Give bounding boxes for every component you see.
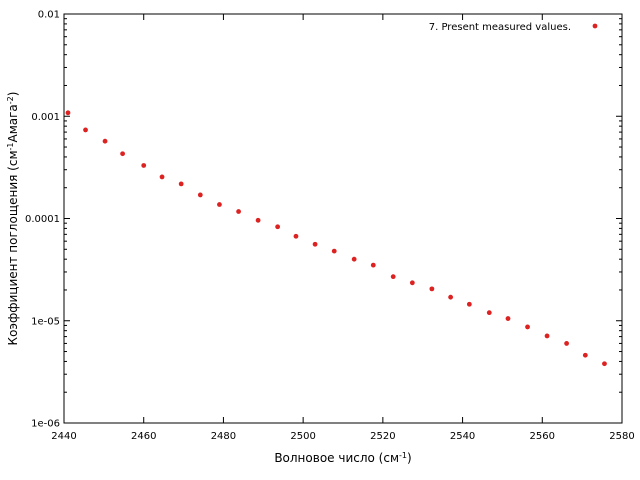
- y-axis-label-sup-1: -1: [6, 143, 15, 151]
- y-axis-label-sup-2: -2: [6, 96, 15, 104]
- data-point: [65, 110, 71, 116]
- axis-ticks: [63, 13, 623, 424]
- x-axis-label-sup: -1: [399, 451, 407, 460]
- tick-labels: 2440 2460 2480 2500 2520 2540 2560 2580 0.01 0.00…: [25, 10, 635, 443]
- data-point: [564, 341, 569, 346]
- data-point: [448, 294, 454, 300]
- legend-entry-marker: [592, 23, 598, 29]
- data-point: [331, 248, 337, 254]
- data-point: [544, 333, 550, 339]
- x-axis-label: Волновое число (см-1): [274, 451, 411, 466]
- data-point: [178, 181, 184, 187]
- data-point: [275, 224, 281, 230]
- data-point: [370, 262, 376, 268]
- data-point: [255, 217, 261, 223]
- data-point: [83, 127, 88, 133]
- data-point: [197, 192, 203, 198]
- data-points: [65, 110, 607, 367]
- x-tick-label: 2480: [211, 431, 236, 442]
- data-point: [390, 274, 396, 280]
- data-point: [102, 138, 108, 144]
- data-point: [525, 324, 530, 330]
- x-tick-label: 2500: [290, 431, 315, 442]
- data-point: [293, 233, 299, 239]
- x-tick-label: 2540: [450, 431, 475, 442]
- y-tick-label: 0.001: [31, 112, 60, 123]
- y-axis-label-part-2: Амага: [6, 104, 20, 142]
- data-point: [466, 301, 472, 307]
- data-point: [312, 241, 318, 247]
- legend: 7. Present measured values.: [429, 22, 598, 33]
- y-tick-label: 0.01: [38, 10, 60, 21]
- data-point: [217, 202, 222, 207]
- data-point: [351, 256, 357, 262]
- y-axis-label-part-3: ): [6, 92, 20, 97]
- data-point: [602, 361, 607, 367]
- y-axis-label-part-1: Коэффициент поглощения (см: [6, 150, 20, 345]
- y-tick-label: 0.0001: [25, 214, 60, 225]
- legend-entry-label: 7. Present measured values.: [429, 22, 571, 33]
- data-point: [486, 310, 492, 316]
- data-point: [141, 163, 147, 168]
- y-tick-label: 1e-05: [31, 316, 60, 327]
- y-tick-label: 1e-06: [31, 419, 60, 430]
- x-tick-label: 2460: [131, 431, 156, 442]
- data-point: [236, 209, 241, 214]
- data-point: [582, 352, 588, 358]
- data-point: [409, 280, 415, 286]
- plot-frame: [63, 13, 623, 424]
- x-axis-label-main: Волновое число (см: [274, 451, 399, 465]
- x-axis-label-end: ): [407, 451, 412, 465]
- x-tick-label: 2440: [51, 431, 76, 442]
- data-point: [505, 316, 511, 321]
- data-point: [429, 286, 435, 292]
- x-tick-label: 2520: [370, 431, 395, 442]
- data-point: [159, 174, 165, 180]
- data-point: [120, 151, 125, 157]
- x-tick-label: 2580: [609, 431, 634, 442]
- x-tick-label: 2560: [530, 431, 555, 442]
- y-axis-label: Коэффициент поглощения (см-1Амага-2): [6, 92, 21, 346]
